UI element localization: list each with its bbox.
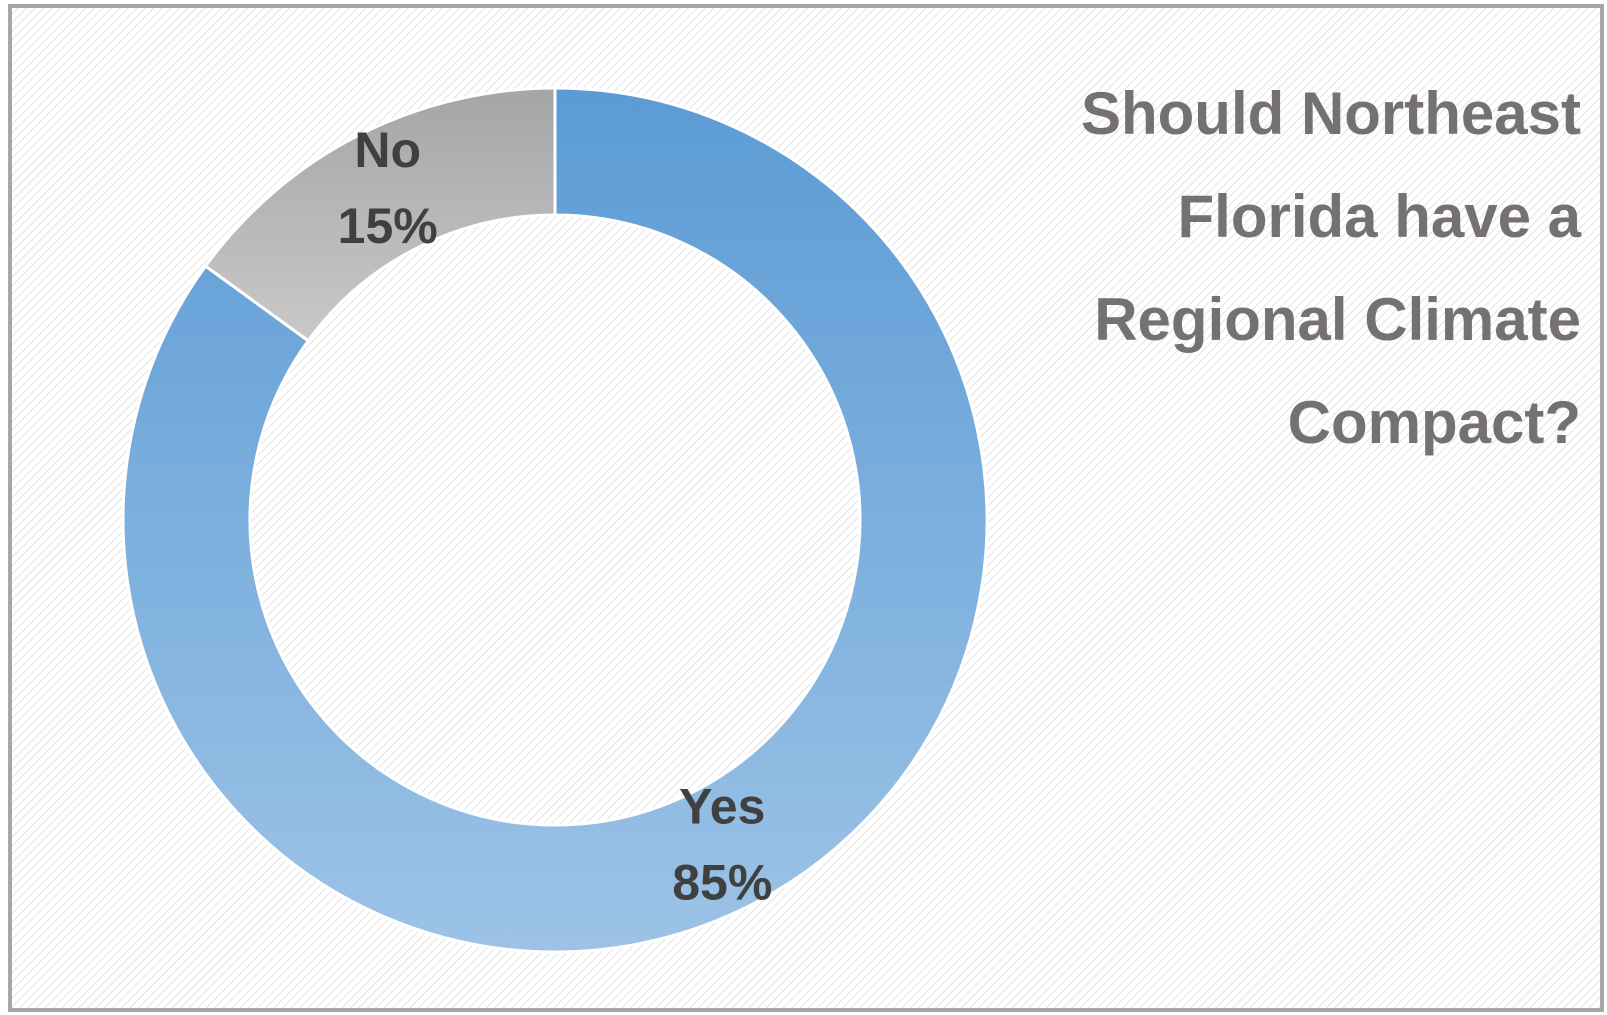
chart-title: Should Northeast Florida have a Regional…	[1080, 80, 1581, 456]
slice	[121, 86, 989, 954]
slice	[203, 86, 557, 343]
slice-category-label: No	[354, 122, 421, 178]
slice-category-label: Yes	[679, 779, 765, 835]
slice-value-label: 85%	[672, 855, 772, 911]
slice-value-label: 15%	[338, 198, 438, 254]
